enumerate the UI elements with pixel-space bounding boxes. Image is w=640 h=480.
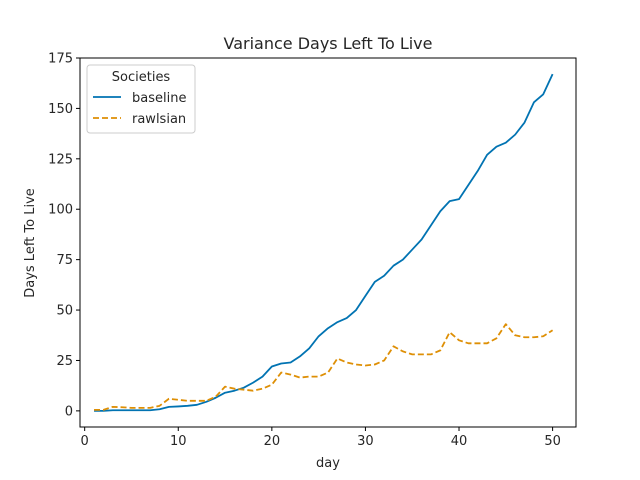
x-tick-label-30: 30 <box>357 434 374 449</box>
chart-title: Variance Days Left To Live <box>223 34 432 53</box>
x-tick-label-20: 20 <box>264 434 281 449</box>
x-tick-label-10: 10 <box>170 434 187 449</box>
y-tick-label-175: 175 <box>48 52 73 67</box>
y-tick-label-75: 75 <box>56 253 73 268</box>
series-line-rawlsian <box>94 323 554 411</box>
y-tick-label-125: 125 <box>48 152 73 167</box>
legend-title: Societies <box>112 70 171 85</box>
y-tick-label-50: 50 <box>56 304 73 319</box>
series-line-baseline <box>94 73 554 412</box>
y-tick-label-150: 150 <box>48 102 73 117</box>
plot-area: 0 10 20 30 40 50 0 25 50 75 100 125 150 175 <box>48 52 577 449</box>
axes-frame <box>79 57 577 428</box>
y-tick-label-100: 100 <box>48 203 73 218</box>
y-tick-label-25: 25 <box>56 354 73 369</box>
legend: Societies baseline rawlsian <box>86 64 196 134</box>
y-tick-label-0: 0 <box>65 404 73 419</box>
y-axis-label: Days Left To Live <box>23 188 38 298</box>
x-tick-label-50: 50 <box>544 434 561 449</box>
legend-frame <box>86 64 196 134</box>
x-tick-label-0: 0 <box>81 434 89 449</box>
x-axis-label: day <box>316 456 340 471</box>
legend-entry-baseline: baseline <box>132 91 186 106</box>
legend-entry-rawlsian: rawlsian <box>132 112 186 127</box>
x-tick-label-40: 40 <box>451 434 468 449</box>
